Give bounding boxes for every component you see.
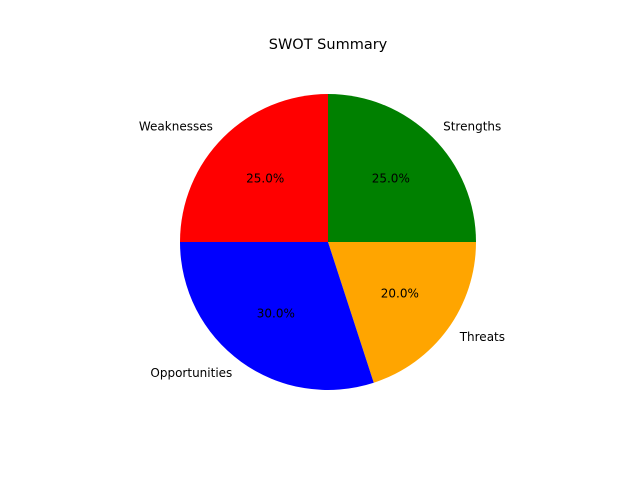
pie-slice-weaknesses	[180, 94, 328, 242]
pie-slice-strengths	[328, 94, 476, 242]
pie-slices	[179, 94, 476, 390]
slice-label-weaknesses: Weaknesses	[139, 119, 213, 133]
slice-label-opportunities: Opportunities	[150, 366, 232, 380]
pct-label-strengths: 25.0%	[372, 172, 410, 186]
pct-label-threats: 20.0%	[381, 287, 419, 301]
pie-slice-opportunities	[179, 242, 374, 390]
pie-labels: Strengths 25.0% Threats 20.0% Opportunities 3…	[139, 119, 505, 380]
chart-title: SWOT Summary	[269, 37, 388, 53]
slice-label-strengths: Strengths	[443, 119, 501, 133]
pie-slice-threats	[328, 242, 476, 383]
pct-label-opportunities: 30.0%	[257, 306, 295, 320]
slice-label-threats: Threats	[459, 330, 505, 344]
pct-label-weaknesses: 25.0%	[246, 172, 284, 186]
